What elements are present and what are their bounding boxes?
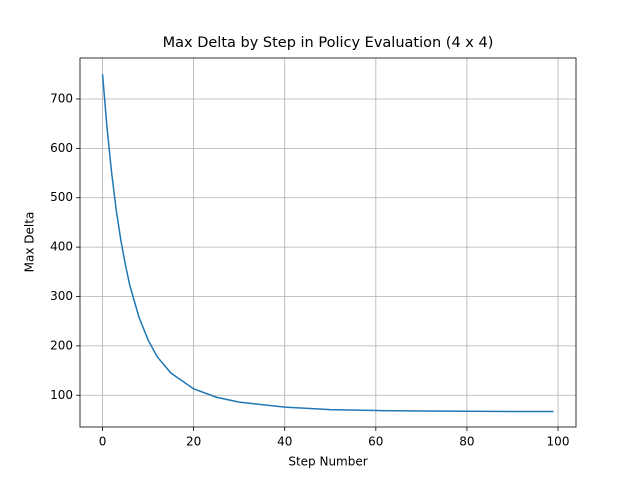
y-tick-label: 400 bbox=[50, 240, 73, 254]
y-tick-label: 500 bbox=[50, 190, 73, 204]
x-tick-label: 100 bbox=[547, 435, 570, 449]
x-tick-label: 20 bbox=[186, 435, 201, 449]
y-tick-label: 100 bbox=[50, 388, 73, 402]
data-line bbox=[101, 74, 554, 413]
chart-title: Max Delta by Step in Policy Evaluation (… bbox=[163, 35, 494, 51]
y-tick-label: 300 bbox=[50, 289, 73, 303]
plot-frame bbox=[79, 57, 577, 428]
y-axis-label: Max Delta bbox=[23, 212, 37, 273]
x-tick-label: 80 bbox=[459, 435, 474, 449]
x-tick-label: 40 bbox=[277, 435, 292, 449]
y-tick-label: 600 bbox=[50, 141, 73, 155]
x-tick-label: 0 bbox=[99, 435, 107, 449]
x-tick-label: 60 bbox=[368, 435, 383, 449]
x-axis-label: Step Number bbox=[288, 455, 367, 469]
y-tick-label: 200 bbox=[50, 338, 73, 352]
y-tick-label: 700 bbox=[50, 91, 73, 105]
